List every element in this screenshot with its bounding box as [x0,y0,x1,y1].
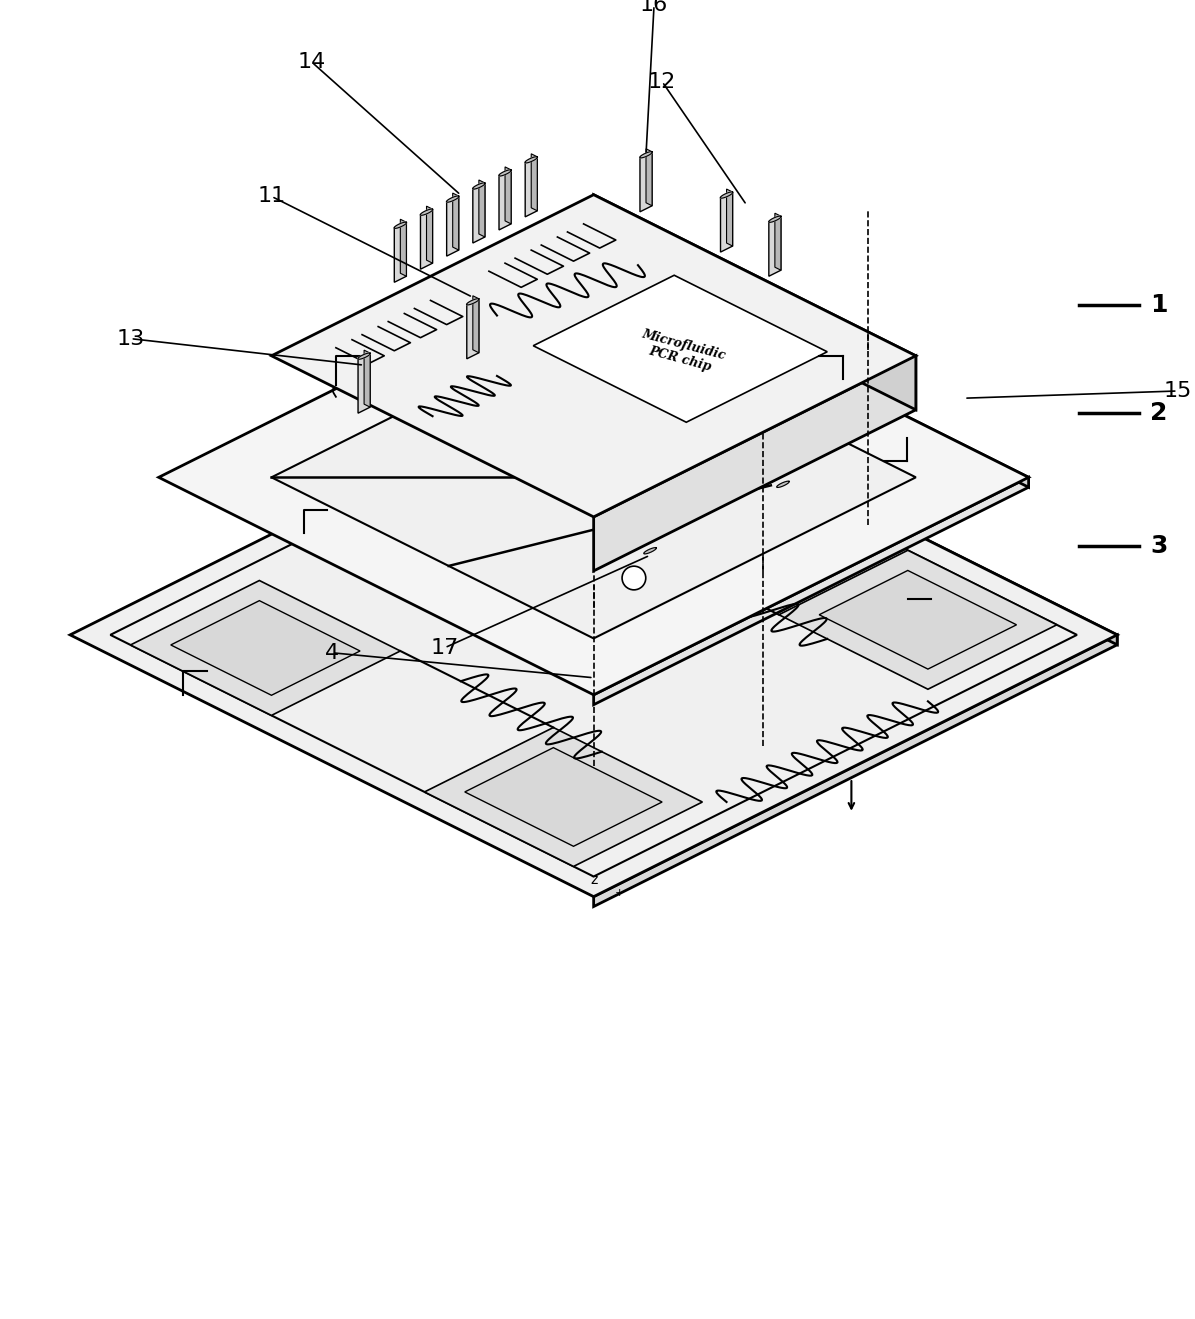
Polygon shape [130,580,400,715]
Polygon shape [779,550,1056,690]
Text: 16: 16 [641,0,668,15]
Polygon shape [594,260,1029,487]
Polygon shape [171,600,360,695]
Polygon shape [358,353,370,413]
Polygon shape [465,748,662,847]
Polygon shape [505,168,511,224]
Polygon shape [394,222,406,282]
Polygon shape [473,295,479,352]
Polygon shape [364,350,370,408]
Polygon shape [594,356,915,571]
Polygon shape [777,481,789,488]
Text: 1: 1 [1151,293,1168,318]
Polygon shape [525,157,538,216]
Text: 13: 13 [116,328,145,348]
Polygon shape [473,183,485,243]
Polygon shape [467,299,479,359]
Polygon shape [691,328,747,364]
Polygon shape [721,193,733,252]
Polygon shape [400,219,406,276]
Polygon shape [525,423,715,518]
Polygon shape [447,197,459,256]
Polygon shape [650,545,656,601]
Text: 3: 3 [1151,534,1168,558]
Polygon shape [525,157,538,164]
Polygon shape [453,193,459,251]
Polygon shape [271,317,915,638]
Polygon shape [532,154,538,211]
Polygon shape [774,214,780,270]
Circle shape [623,566,645,590]
Polygon shape [644,547,656,608]
Polygon shape [485,404,755,538]
Polygon shape [479,179,485,237]
Text: 14: 14 [298,51,326,73]
Polygon shape [357,353,370,359]
Text: +: + [615,888,624,898]
Polygon shape [421,210,433,269]
Text: 17: 17 [430,638,459,658]
Polygon shape [447,197,459,202]
Polygon shape [472,183,485,189]
Polygon shape [271,195,915,517]
Polygon shape [594,634,1117,906]
Polygon shape [768,216,780,276]
Polygon shape [644,547,656,554]
Text: z: z [590,873,598,888]
Polygon shape [703,364,827,447]
Polygon shape [641,152,652,212]
Polygon shape [594,477,1029,704]
Polygon shape [498,170,511,175]
Polygon shape [783,479,789,536]
Polygon shape [424,728,703,867]
Polygon shape [768,216,782,223]
Text: 2: 2 [1151,401,1168,425]
Polygon shape [594,195,915,410]
Polygon shape [533,276,827,422]
Text: 12: 12 [648,71,676,91]
Polygon shape [71,373,1117,897]
Polygon shape [110,393,1077,877]
Polygon shape [427,206,433,264]
Polygon shape [500,170,511,230]
Polygon shape [466,298,479,305]
Polygon shape [159,260,1029,695]
Polygon shape [727,189,733,247]
Text: Microfluidic
PCR chip: Microfluidic PCR chip [637,327,728,376]
Polygon shape [646,149,652,206]
Polygon shape [820,570,1017,669]
Polygon shape [777,481,789,541]
Polygon shape [421,208,433,215]
Polygon shape [594,373,1117,645]
Polygon shape [721,191,733,198]
Text: 11: 11 [257,186,286,206]
Polygon shape [394,222,406,228]
Polygon shape [639,152,652,158]
Text: 15: 15 [1164,381,1191,401]
Text: 4: 4 [325,642,339,662]
